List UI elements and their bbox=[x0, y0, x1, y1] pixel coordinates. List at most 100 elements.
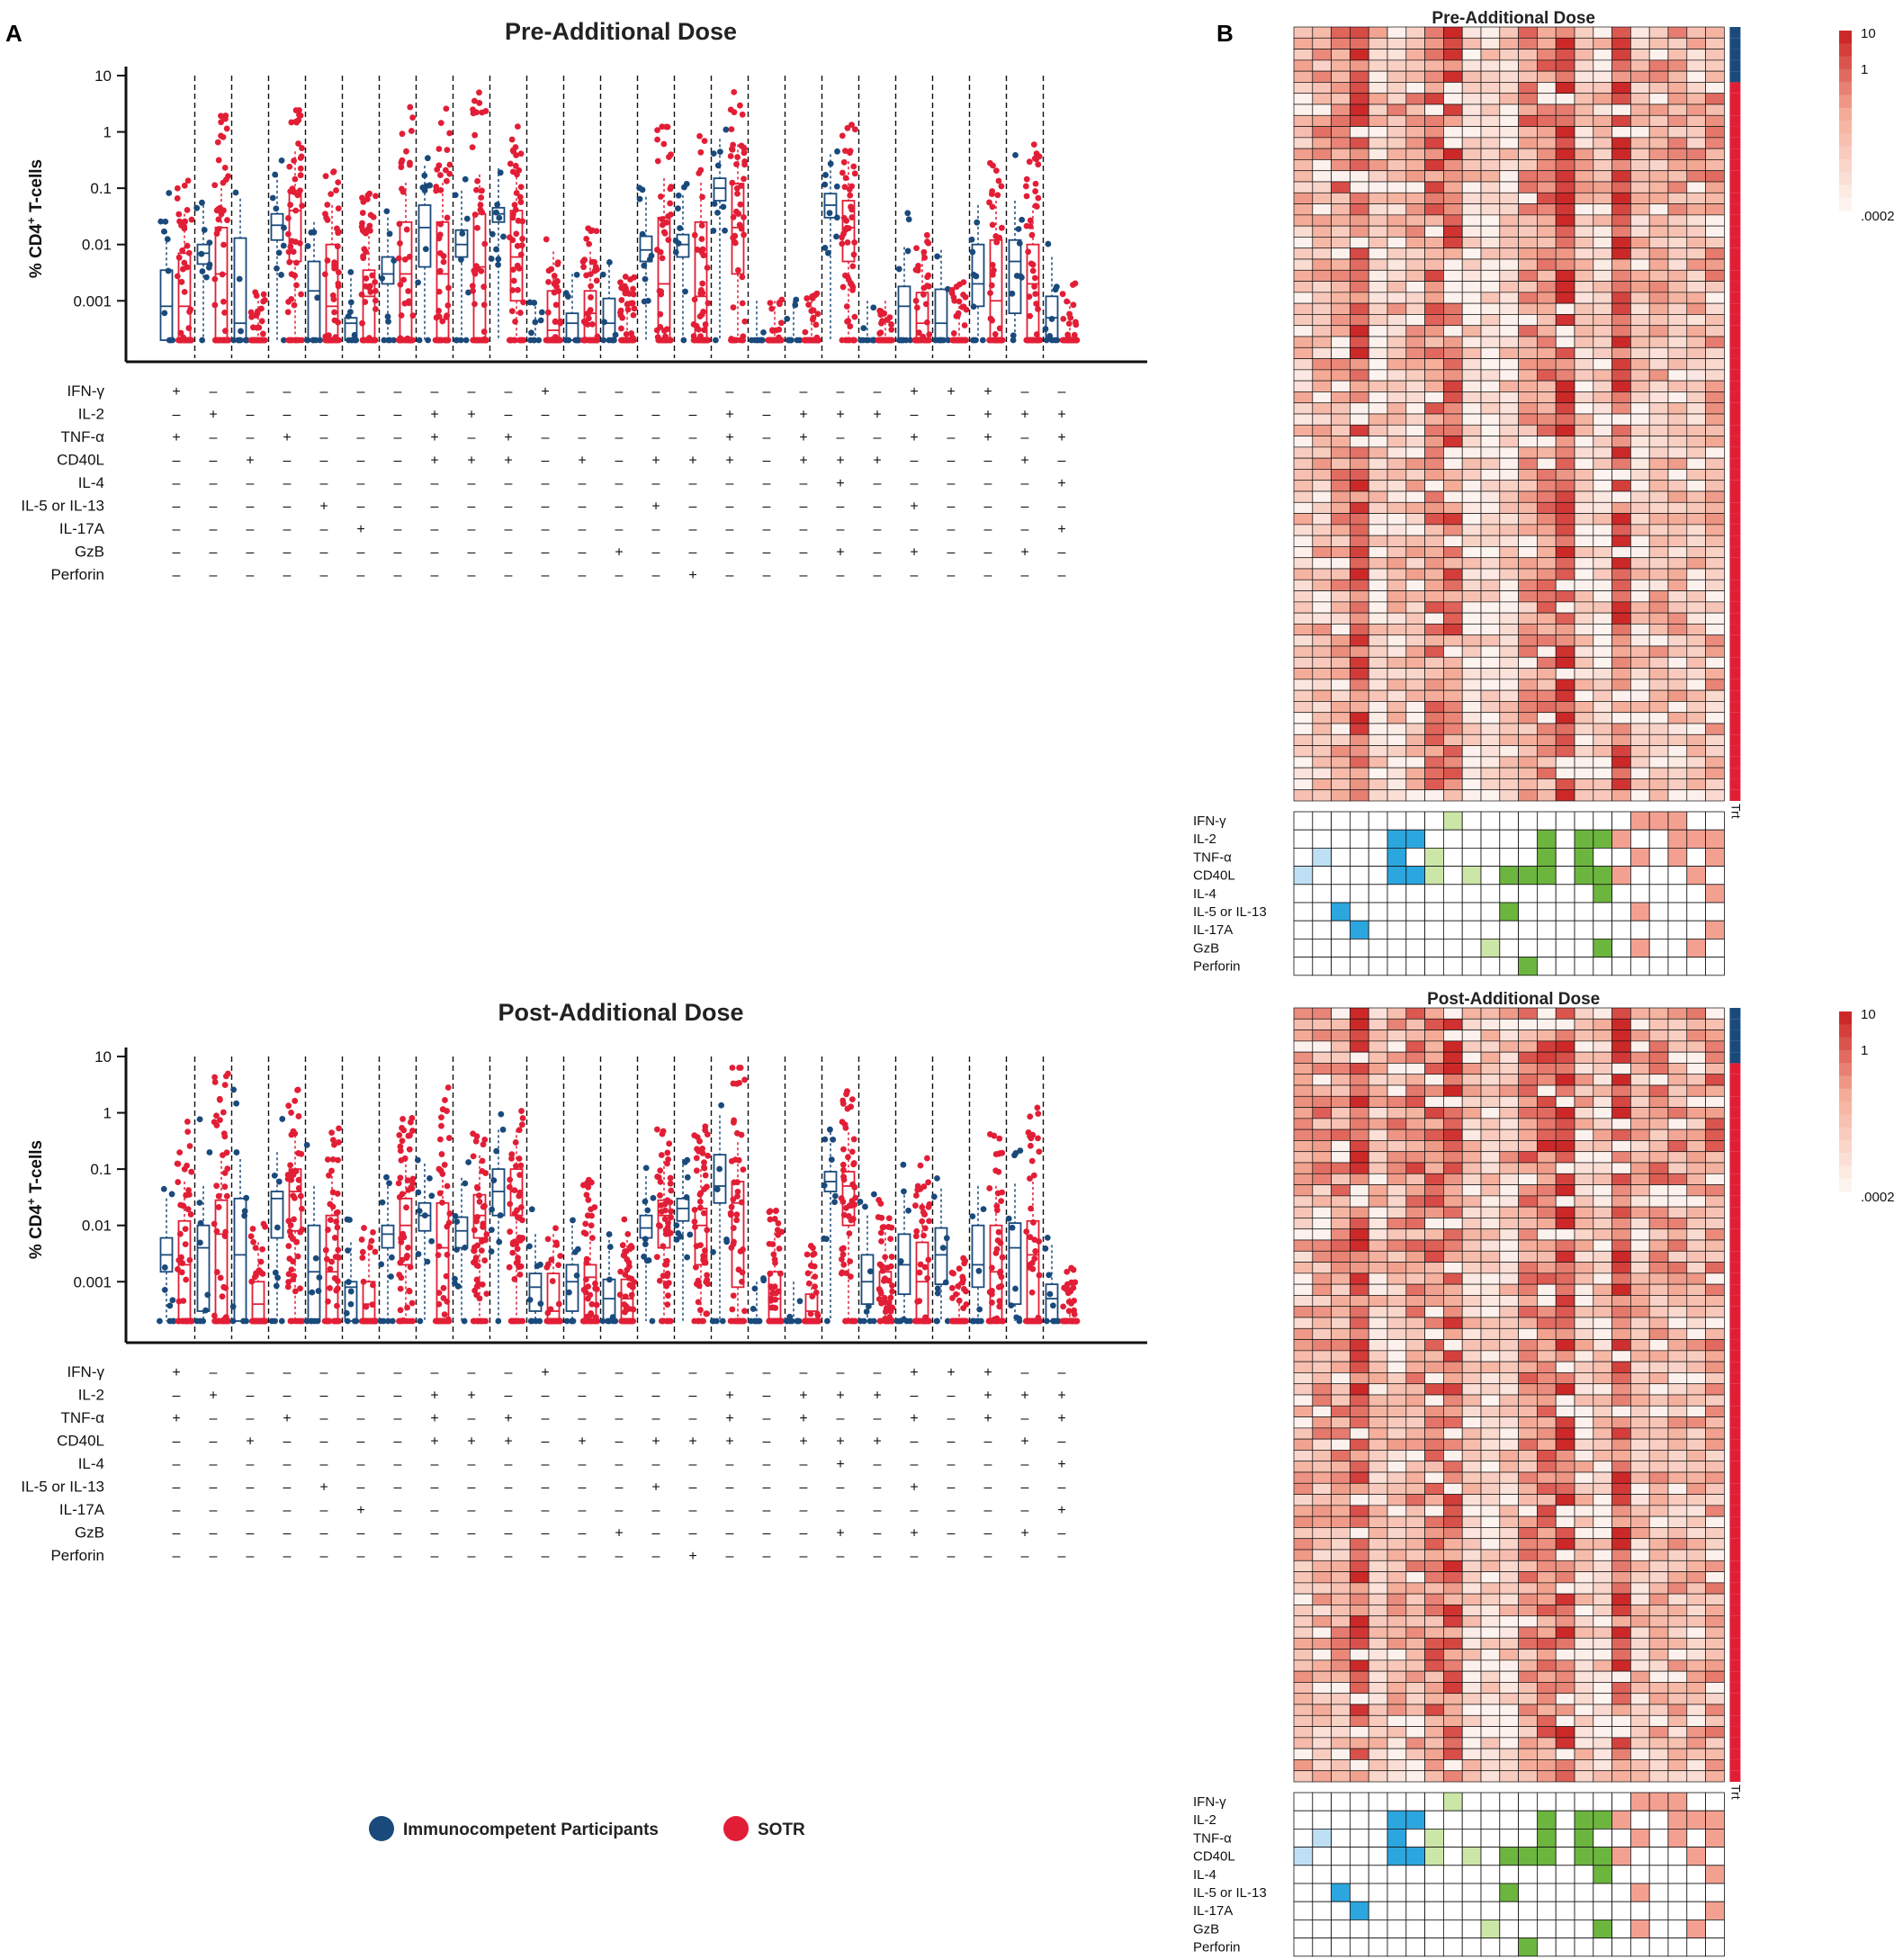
marker-sign: – bbox=[431, 1457, 439, 1472]
heatmap-cell bbox=[1387, 137, 1407, 149]
data-point-sotr bbox=[812, 1283, 818, 1290]
heatmap-cell bbox=[1387, 237, 1407, 249]
marker-sign: + bbox=[1057, 408, 1065, 423]
heatmap-cell bbox=[1424, 37, 1444, 49]
data-point-sotr bbox=[551, 280, 558, 287]
data-point-sotr bbox=[330, 168, 337, 175]
data-point-sotr bbox=[435, 146, 443, 152]
heatmap-cell bbox=[1312, 225, 1332, 238]
data-point-sotr bbox=[731, 109, 738, 116]
data-point-ic bbox=[538, 309, 545, 316]
data-point-ic bbox=[490, 1177, 498, 1184]
heatmap-cell bbox=[1480, 292, 1501, 304]
data-point-sotr bbox=[849, 286, 856, 293]
marker-sign: – bbox=[837, 568, 845, 583]
data-point-sotr bbox=[514, 242, 521, 249]
data-point-ic bbox=[531, 300, 538, 306]
heatmap-cell bbox=[1499, 203, 1519, 216]
data-point-sotr bbox=[297, 239, 303, 247]
heatmap-cell bbox=[1424, 269, 1444, 282]
marker-sign: – bbox=[763, 1389, 771, 1404]
heatmap-cell bbox=[1630, 336, 1650, 348]
data-point-sotr bbox=[293, 119, 300, 126]
marker-sign: + bbox=[651, 454, 660, 469]
heatmap-cell bbox=[1593, 126, 1612, 139]
marker-sign: – bbox=[689, 384, 697, 400]
heatmap-cell bbox=[1293, 380, 1314, 392]
data-point-sotr bbox=[739, 300, 746, 307]
data-point-sotr bbox=[286, 337, 293, 344]
data-point-sotr bbox=[511, 337, 517, 344]
data-point-sotr bbox=[1033, 156, 1040, 163]
heatmap-cell bbox=[1499, 314, 1519, 327]
data-point-ic bbox=[822, 172, 829, 178]
data-point-ic bbox=[528, 329, 534, 337]
data-point-sotr bbox=[737, 201, 744, 208]
marker-sign: – bbox=[283, 499, 292, 515]
heatmap-cell bbox=[1648, 314, 1669, 327]
data-point-ic bbox=[831, 1199, 838, 1206]
heatmap-cell bbox=[1667, 336, 1688, 348]
data-point-ic bbox=[857, 1199, 864, 1205]
heatmap-cell bbox=[1611, 391, 1631, 404]
heatmap-cell bbox=[1611, 70, 1631, 83]
heatmap-cell bbox=[1537, 181, 1557, 193]
data-point-sotr bbox=[1035, 1110, 1042, 1118]
marker-sign: – bbox=[320, 1365, 328, 1380]
data-point-ic bbox=[713, 337, 719, 344]
box-ic bbox=[565, 1263, 579, 1312]
heatmap-cell bbox=[1574, 203, 1594, 216]
marker-sign: – bbox=[431, 568, 439, 583]
marker-sign: – bbox=[800, 384, 808, 400]
marker-sign: – bbox=[652, 1457, 660, 1472]
heatmap-cell bbox=[1518, 159, 1538, 172]
heatmap-cell bbox=[1518, 82, 1538, 94]
heatmap-cell bbox=[1443, 413, 1463, 426]
marker-sign: – bbox=[394, 568, 402, 583]
box-sotr bbox=[509, 210, 524, 302]
heatmap-cell bbox=[1555, 203, 1575, 216]
heatmap-cell bbox=[1611, 302, 1631, 315]
data-point-sotr bbox=[515, 217, 522, 224]
data-point-ic bbox=[720, 203, 727, 211]
heatmap-cell bbox=[1667, 402, 1688, 415]
data-point-sotr bbox=[699, 193, 705, 201]
data-point-sotr bbox=[476, 100, 483, 106]
heatmap-cell bbox=[1387, 336, 1407, 348]
data-point-sotr bbox=[582, 1220, 589, 1227]
data-point-sotr bbox=[335, 179, 342, 186]
data-point-ic bbox=[1009, 290, 1016, 297]
data-point-sotr bbox=[812, 1273, 819, 1281]
data-point-sotr bbox=[396, 1272, 403, 1278]
data-point-sotr bbox=[557, 1253, 564, 1260]
marker-sign: – bbox=[1021, 430, 1029, 445]
data-point-sotr bbox=[803, 295, 811, 301]
data-point-ic bbox=[870, 1191, 877, 1198]
heatmap-cell bbox=[1312, 292, 1332, 304]
data-point-sotr bbox=[733, 1217, 741, 1224]
marker-sign: – bbox=[579, 430, 587, 445]
data-point-sotr bbox=[328, 1129, 336, 1137]
data-point-ic bbox=[673, 1222, 680, 1228]
heatmap-cell bbox=[1518, 325, 1538, 337]
heatmap-cell bbox=[1705, 82, 1725, 94]
data-point-sotr bbox=[703, 1310, 710, 1317]
data-point-sotr bbox=[697, 148, 705, 156]
heatmap-cell bbox=[1648, 103, 1669, 116]
heatmap-cell bbox=[1312, 369, 1332, 382]
data-point-ic bbox=[934, 1174, 940, 1182]
data-point-sotr bbox=[470, 1153, 477, 1160]
data-point-sotr bbox=[617, 279, 624, 286]
data-point-ic bbox=[642, 1164, 650, 1172]
data-point-sotr bbox=[440, 1284, 447, 1291]
data-point-sotr bbox=[952, 1317, 959, 1325]
data-point-sotr bbox=[848, 1103, 855, 1110]
data-point-ic bbox=[193, 204, 201, 211]
data-point-sotr bbox=[211, 1312, 218, 1319]
heatmap-cell bbox=[1405, 358, 1425, 371]
data-point-ic bbox=[280, 337, 287, 344]
heatmap-cell bbox=[1331, 137, 1351, 149]
data-point-ic bbox=[979, 337, 986, 344]
marker-sign: – bbox=[579, 1365, 587, 1380]
data-point-sotr bbox=[699, 280, 706, 287]
